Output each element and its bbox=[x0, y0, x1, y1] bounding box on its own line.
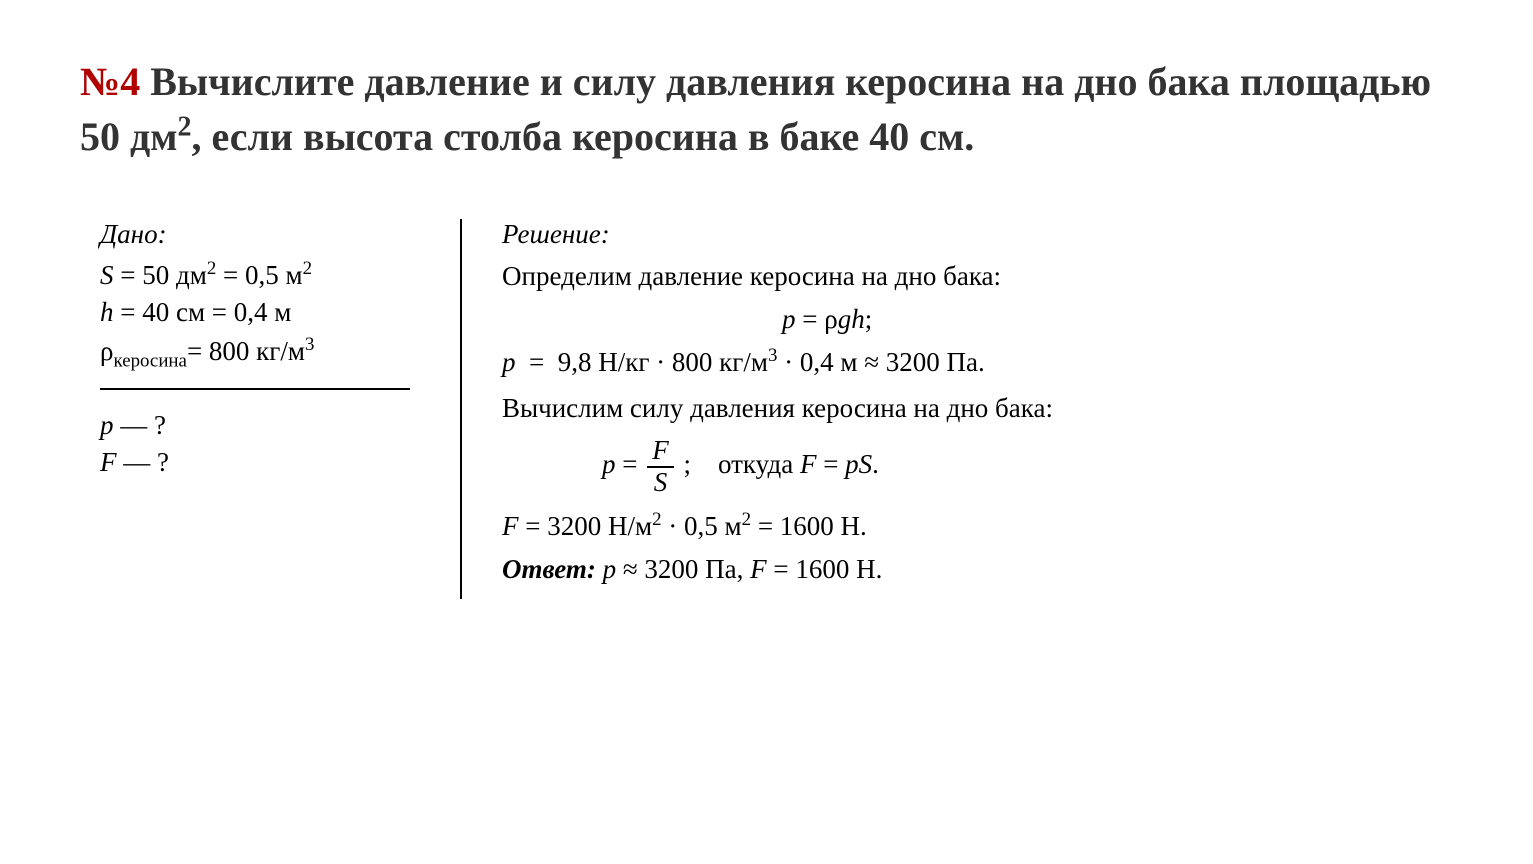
step2-text: Вычислим силу давления керосина на дно б… bbox=[502, 390, 1453, 428]
given-section: Дано: S = 50 дм2 = 0,5 м2 h = 40 см = 0,… bbox=[100, 219, 450, 483]
calc1: p = 9,8 Н/кг · 800 кг/м3 · 0,4 м ≈ 3200 … bbox=[502, 345, 1453, 378]
find-force: F — ? bbox=[100, 447, 430, 478]
answer: Ответ: p ≈ 3200 Па, F = 1600 Н. bbox=[502, 554, 1453, 585]
given-height: h = 40 см = 0,4 м bbox=[100, 297, 430, 328]
given-density: ρкеросина= 800 кг/м3 bbox=[100, 334, 430, 372]
divider-horizontal bbox=[100, 388, 410, 390]
problem-statement: №4 Вычислите давление и силу давления ке… bbox=[80, 55, 1453, 164]
formula1: p = ρgh; bbox=[782, 304, 1453, 335]
solution-container: Дано: S = 50 дм2 = 0,5 м2 h = 40 см = 0,… bbox=[80, 219, 1453, 599]
given-area: S = 50 дм2 = 0,5 м2 bbox=[100, 258, 430, 291]
solution-label: Решение: bbox=[502, 219, 1453, 250]
problem-number: №4 bbox=[80, 59, 140, 104]
solution-section: Решение: Определим давление керосина на … bbox=[462, 219, 1453, 585]
step1-text: Определим давление керосина на дно бака: bbox=[502, 258, 1453, 296]
given-label: Дано: bbox=[100, 219, 430, 250]
calc2: F = 3200 Н/м2 · 0,5 м2 = 1600 Н. bbox=[502, 509, 1453, 542]
problem-text: Вычислите давление и силу давления керос… bbox=[80, 59, 1431, 159]
formula2: p = FS ; откуда F = pS. bbox=[602, 436, 1453, 497]
find-pressure: p — ? bbox=[100, 410, 430, 441]
